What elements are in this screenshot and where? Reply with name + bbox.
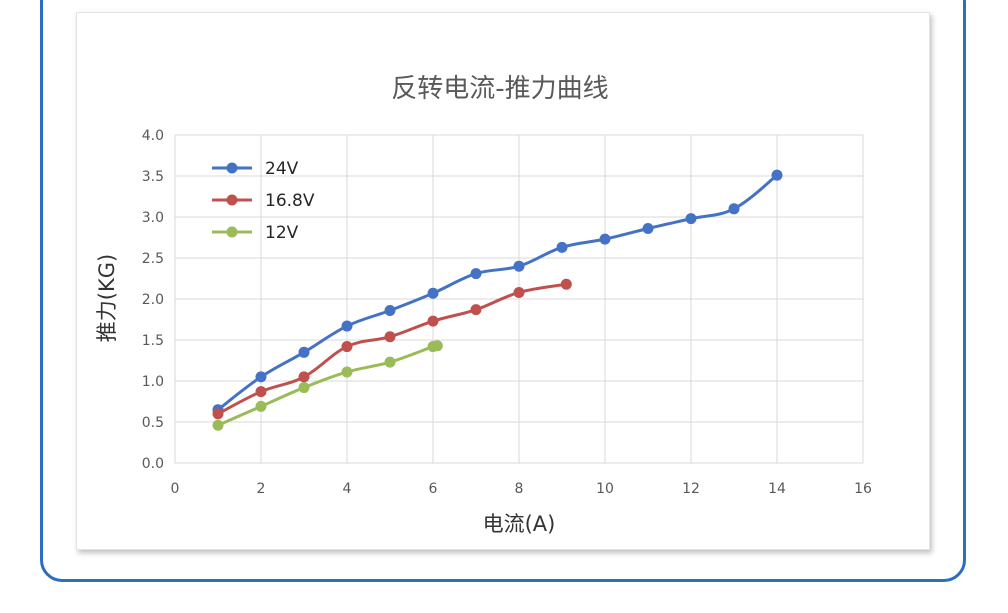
x-tick-label: 10 <box>596 481 614 497</box>
x-axis-ticks: 0 2 4 6 8 10 12 14 16 <box>171 481 872 497</box>
y-tick-label: 3.5 <box>142 169 164 185</box>
x-tick-label: 2 <box>257 481 266 497</box>
data-point <box>513 286 525 298</box>
x-axis-title: 电流(A) <box>483 512 556 536</box>
series-1 <box>212 278 572 420</box>
data-point <box>642 222 654 234</box>
data-point <box>341 341 353 353</box>
y-tick-label: 3.0 <box>142 210 164 226</box>
chart-card <box>76 12 930 550</box>
y-tick-label: 2.5 <box>142 251 164 267</box>
y-tick-label: 4.0 <box>142 128 164 144</box>
y-axis-ticks: 0.0 0.5 1.0 1.5 2.0 2.5 3.0 3.5 4.0 <box>142 128 164 472</box>
x-tick-label: 4 <box>343 481 352 497</box>
data-point <box>255 400 267 412</box>
data-point <box>341 366 353 378</box>
data-point <box>470 268 482 280</box>
data-point <box>513 260 525 272</box>
data-point <box>685 213 697 225</box>
y-tick-label: 1.5 <box>142 333 164 349</box>
series-line <box>216 282 568 416</box>
data-point <box>556 241 568 253</box>
x-tick-label: 0 <box>171 481 180 497</box>
y-tick-label: 0.5 <box>142 415 164 431</box>
y-tick-label: 1.0 <box>142 374 164 390</box>
data-point <box>427 287 439 299</box>
data-point <box>728 203 740 215</box>
data-point <box>384 331 396 343</box>
x-tick-label: 16 <box>854 481 872 497</box>
data-point <box>298 382 310 394</box>
data-point <box>298 346 310 358</box>
legend: 24V 16.8V 12V <box>212 159 315 243</box>
series-layer <box>212 169 783 431</box>
data-point <box>470 304 482 316</box>
legend-marker <box>226 162 238 174</box>
legend-item: 16.8V <box>212 191 315 211</box>
data-point <box>341 320 353 332</box>
y-tick-label: 2.0 <box>142 292 164 308</box>
legend-item: 24V <box>212 159 299 179</box>
legend-item: 12V <box>212 223 299 243</box>
data-point <box>298 371 310 383</box>
legend-label: 16.8V <box>265 191 315 211</box>
x-tick-label: 6 <box>429 481 438 497</box>
data-point <box>255 371 267 383</box>
y-tick-label: 0.0 <box>142 456 164 472</box>
data-point <box>427 315 439 327</box>
data-point <box>560 278 572 290</box>
x-tick-label: 8 <box>515 481 524 497</box>
data-point <box>431 340 443 352</box>
data-point <box>212 419 224 431</box>
data-point <box>384 304 396 316</box>
legend-marker <box>226 226 238 238</box>
data-point <box>255 386 267 398</box>
chart-title: 反转电流-推力曲线 <box>391 74 608 104</box>
grid-lines <box>174 134 864 464</box>
x-tick-label: 12 <box>682 481 700 497</box>
data-point <box>771 169 783 181</box>
series-2 <box>212 340 443 431</box>
y-axis-title: 推力(KG) <box>95 254 119 342</box>
legend-label: 12V <box>265 223 299 243</box>
data-point <box>212 408 224 420</box>
legend-marker <box>226 194 238 206</box>
x-tick-label: 14 <box>768 481 786 497</box>
data-point <box>599 233 611 245</box>
data-point <box>384 356 396 368</box>
legend-label: 24V <box>265 159 299 179</box>
